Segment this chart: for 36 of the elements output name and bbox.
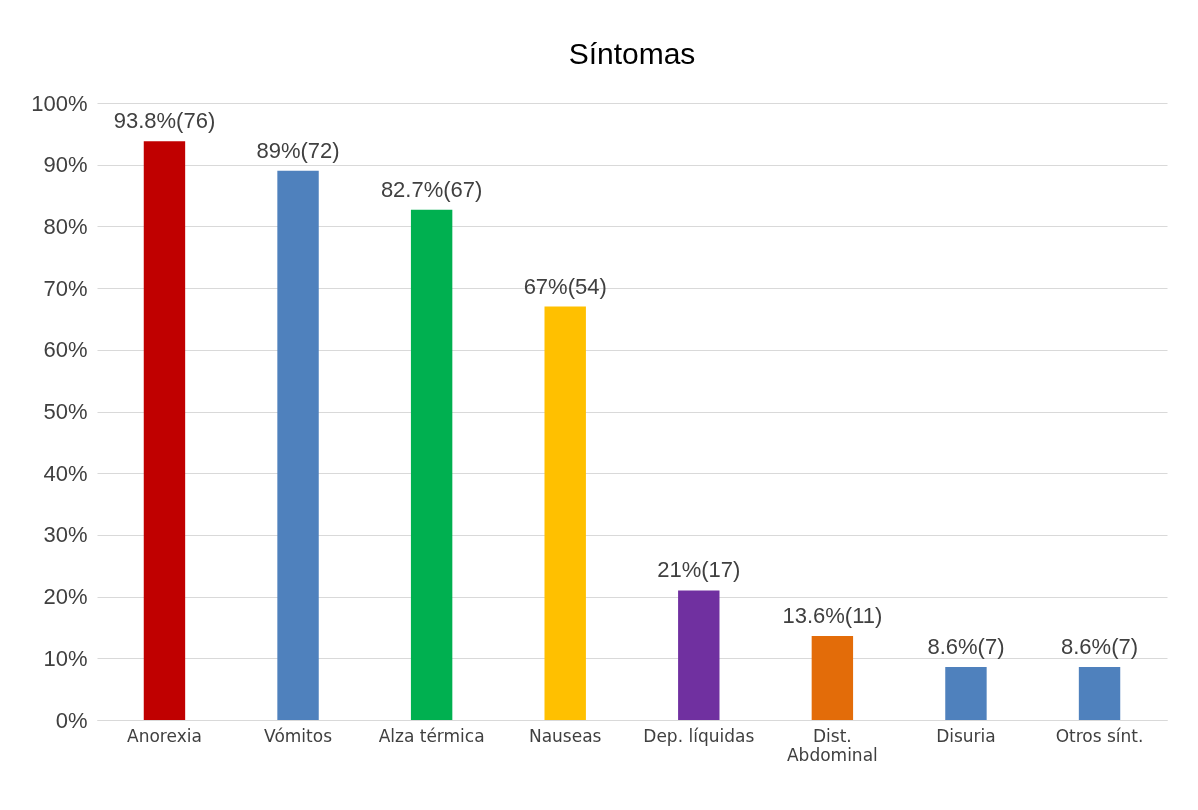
y-tick-label: 70% [43,275,88,301]
x-tick-label: Anorexia [127,725,202,746]
y-tick-label: 30% [43,522,88,548]
x-tick-label: Vómitos [264,725,333,746]
bar [277,170,319,720]
y-tick-label: 10% [43,645,88,671]
data-label: 21%(17) [657,557,741,583]
chart-title: Síntomas [568,37,696,70]
data-label: 8.6%(7) [1061,633,1139,659]
x-tick-label: Disuria [936,725,996,746]
bar [811,636,854,720]
bar [544,306,586,720]
y-tick-label: 40% [43,460,88,486]
y-tick-label: 90% [43,152,88,178]
y-tick-label: 80% [43,213,88,239]
data-label: 67%(54) [523,273,607,299]
data-label: 8.6%(7) [927,633,1005,659]
bar [945,666,987,720]
y-tick-label: 60% [43,337,88,363]
bar [143,141,186,720]
x-tick-label: Nauseas [528,725,602,746]
y-tick-label: 100% [31,90,88,116]
y-tick-label: 0% [55,707,88,733]
bar [678,590,720,720]
data-label: 82.7%(67) [380,176,483,202]
data-label: 13.6%(11) [782,603,883,629]
y-tick-label: 50% [43,399,88,424]
x-tick-label: Dep. líquidas [643,725,755,746]
data-label: 93.8%(76) [113,108,216,134]
x-tick-label: Otros sínt. [1055,725,1144,746]
data-label: 89%(72) [256,137,340,163]
x-tick-label: Alza térmica [378,725,485,746]
bar [410,209,453,720]
x-tick-label: Dist. Abdominal [786,725,878,765]
bar [1078,666,1121,720]
y-tick-label: 20% [43,584,88,610]
